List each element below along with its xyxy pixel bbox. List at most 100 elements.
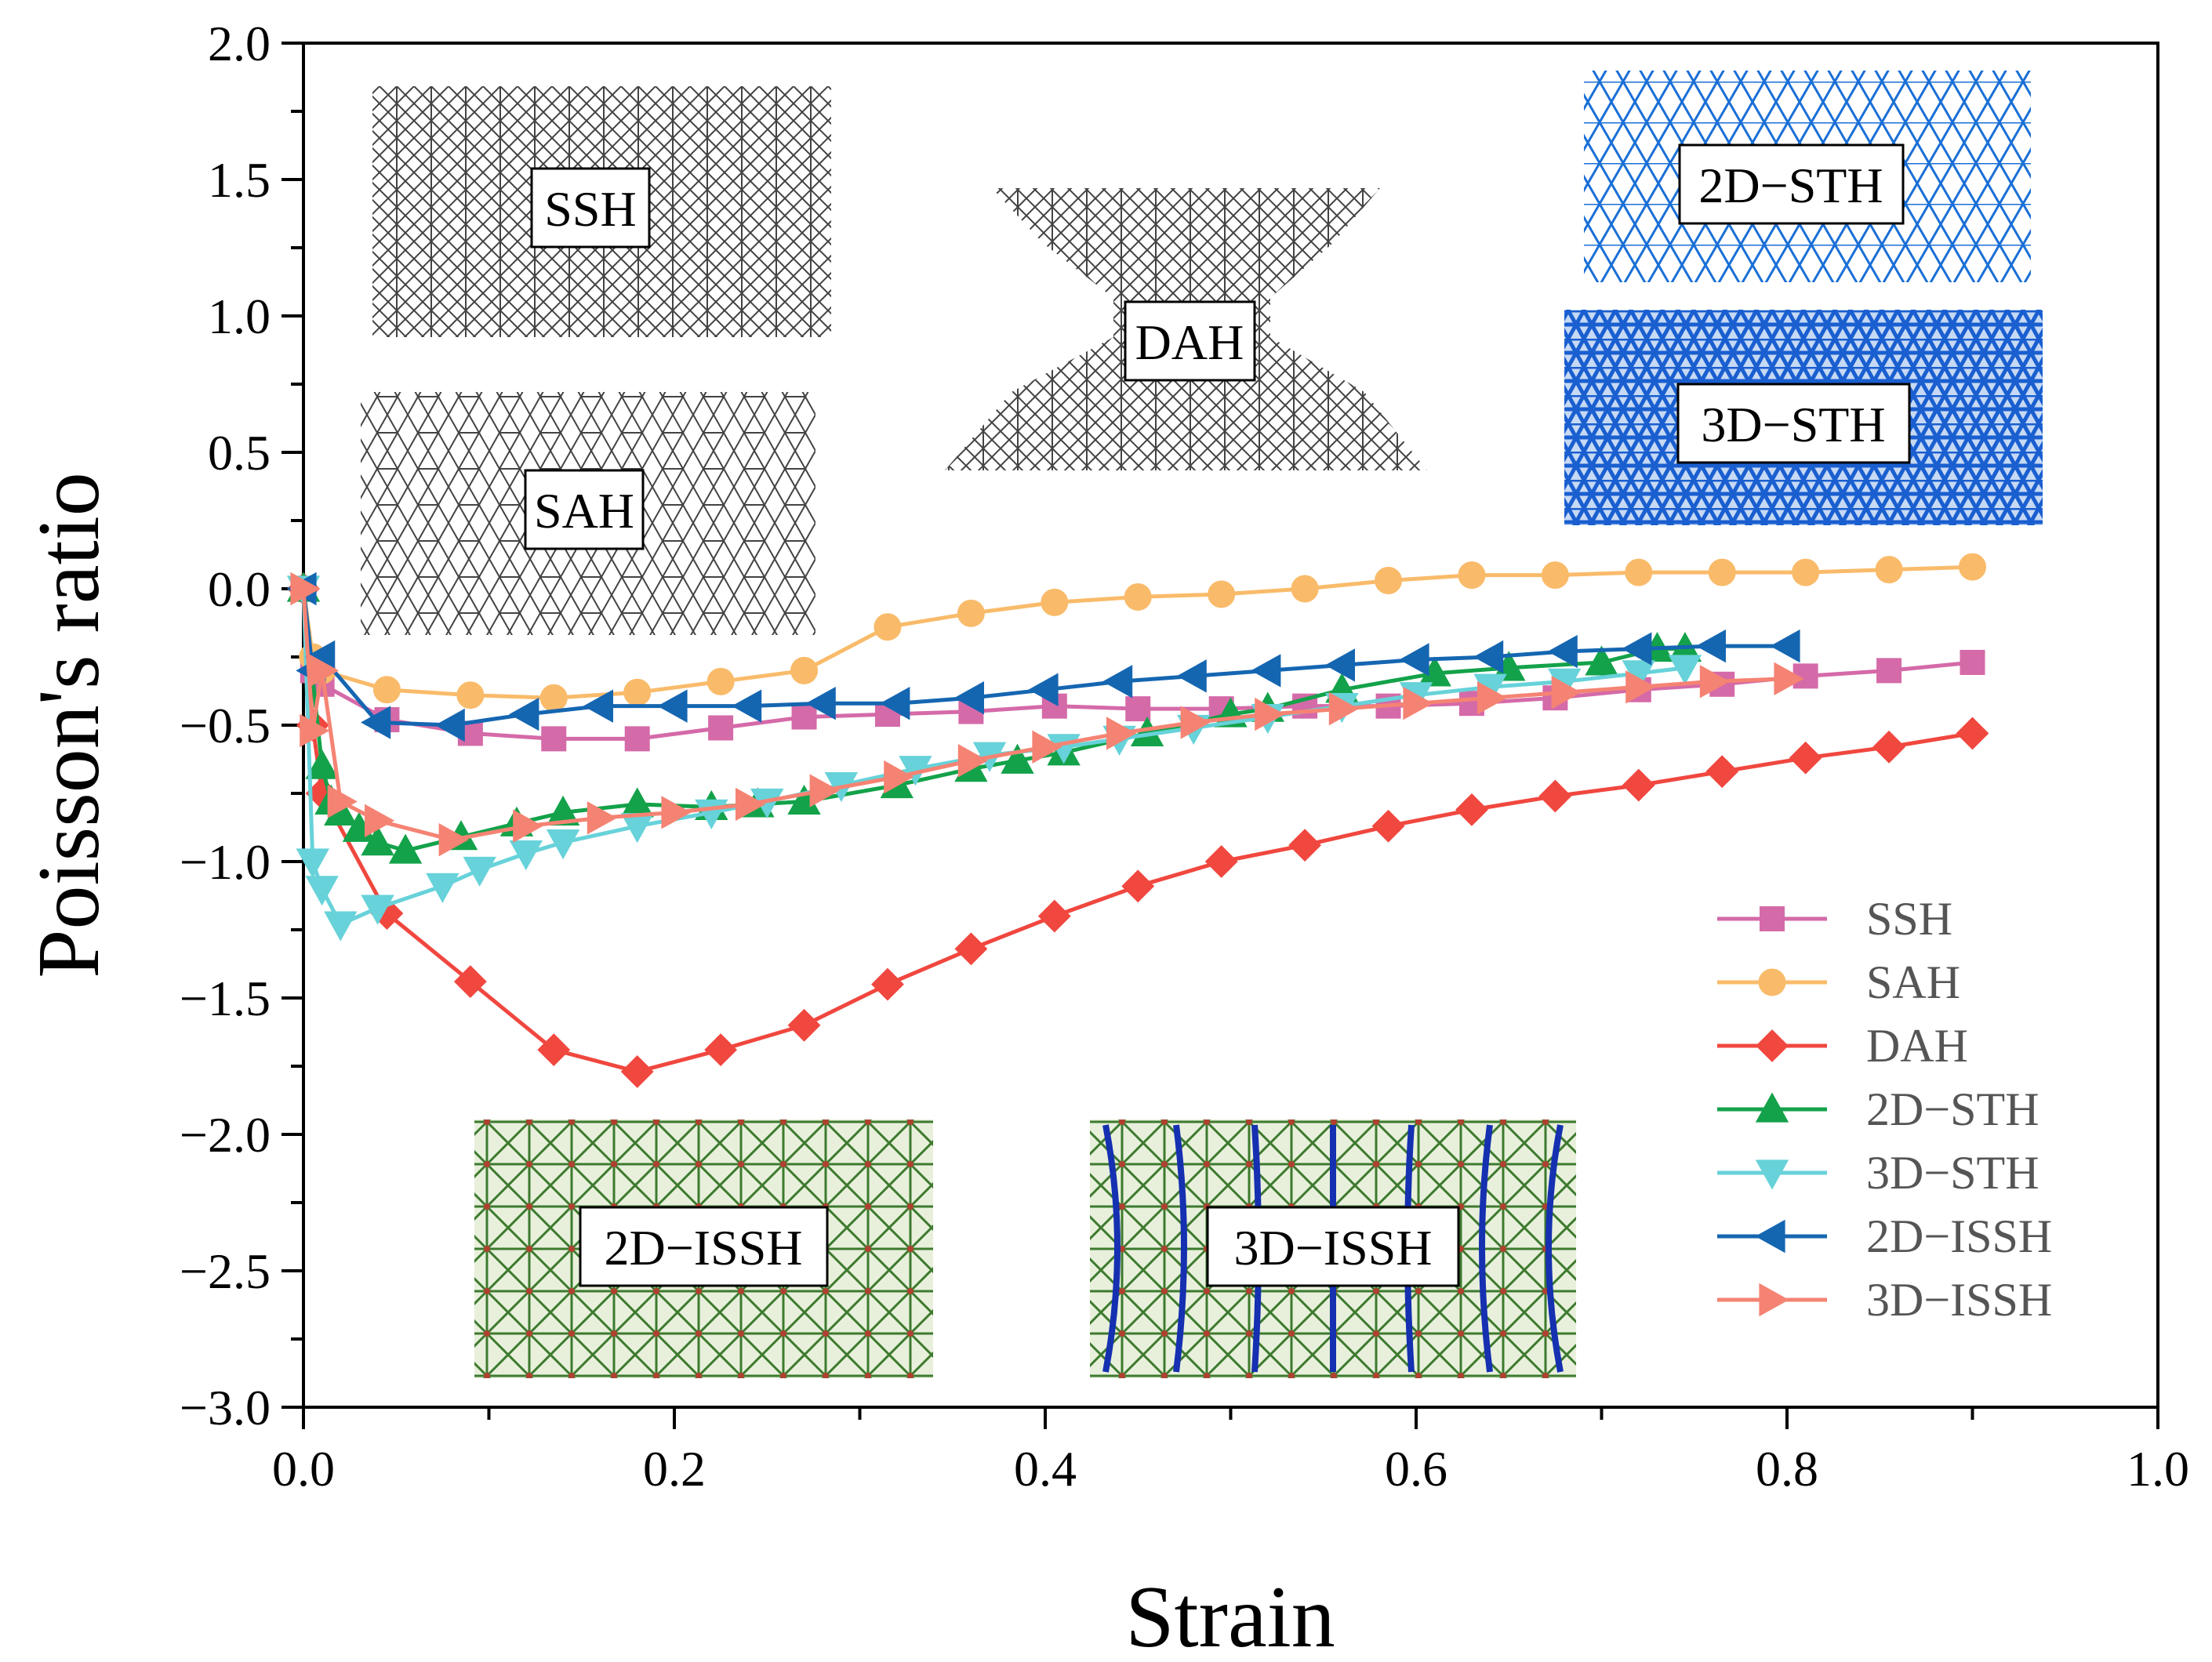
data-point <box>327 785 358 818</box>
inset-2d-sth: 2D−STH <box>1584 71 2031 282</box>
data-point <box>1255 697 1285 731</box>
data-point <box>623 678 652 706</box>
legend-marker <box>1755 1159 1789 1190</box>
data-point <box>1032 730 1062 764</box>
data-point <box>1770 629 1800 663</box>
data-point <box>1180 706 1211 739</box>
data-point <box>957 599 985 627</box>
legend-marker <box>1760 906 1785 931</box>
legend: SSH SAH DAH 2D−STH 3D−STH 2D−ISSH 3D−ISSH <box>1717 893 2052 1326</box>
data-point <box>309 654 340 688</box>
inset-3d-issh: 3D−ISSH <box>1090 1119 1576 1378</box>
data-point <box>361 895 394 925</box>
data-point <box>791 704 817 730</box>
data-point <box>953 681 984 715</box>
data-point <box>305 749 339 779</box>
legend-label: 3D−ISSH <box>1866 1274 2052 1326</box>
data-point <box>809 774 840 807</box>
data-point <box>587 801 617 835</box>
data-point <box>1371 809 1405 843</box>
legend-label: 3D−STH <box>1866 1147 2039 1199</box>
legend-label: SSH <box>1866 893 1952 945</box>
y-tick-label: −2.5 <box>180 1243 271 1299</box>
data-point <box>537 1033 571 1067</box>
data-point <box>1455 793 1488 826</box>
inset-2d-sth-label: 2D−STH <box>1698 158 1883 213</box>
inset-3d-sth-label: 3D−STH <box>1701 397 1885 452</box>
data-point <box>426 873 459 903</box>
data-point <box>365 804 395 837</box>
legend-marker <box>1755 1219 1785 1254</box>
data-point <box>453 965 487 999</box>
inset-sah-label: SAH <box>534 483 634 539</box>
data-point <box>657 689 688 723</box>
data-point <box>509 697 539 731</box>
data-point <box>300 713 330 748</box>
data-point <box>546 795 580 826</box>
data-point <box>1547 634 1578 669</box>
data-point <box>1960 649 1985 675</box>
data-point <box>539 684 568 712</box>
data-point <box>434 708 465 742</box>
data-point <box>1001 743 1034 774</box>
data-point <box>1328 691 1359 726</box>
data-point <box>1324 648 1355 682</box>
data-point <box>541 726 567 752</box>
inset-3d-sth: 3D−STH <box>1564 310 2043 525</box>
data-point <box>1477 681 1508 715</box>
data-point <box>1208 580 1236 608</box>
inset-2d-issh-label: 2D−ISSH <box>604 1220 802 1276</box>
inset-dah-label: DAH <box>1135 314 1244 370</box>
data-point <box>1622 768 1655 802</box>
x-tick-label: 0.6 <box>1385 1441 1447 1497</box>
data-point <box>1121 869 1155 903</box>
data-point <box>1625 558 1653 586</box>
legend-label: DAH <box>1866 1020 1968 1072</box>
data-point <box>1204 845 1238 878</box>
legend-label: 2D−ISSH <box>1866 1210 2052 1262</box>
y-tick-label: −0.5 <box>180 698 271 753</box>
inset-3d-sth-label-box <box>1676 383 1911 464</box>
legend-item: DAH <box>1717 1020 1968 1072</box>
inset-sah: SAH <box>361 392 815 635</box>
data-point <box>1792 558 1820 586</box>
data-point <box>1585 645 1618 676</box>
y-tick-label: 0.0 <box>208 561 271 617</box>
data-point <box>1375 567 1403 595</box>
x-tick-label: 0.8 <box>1756 1441 1818 1497</box>
x-tick-label: 0.4 <box>1014 1441 1077 1497</box>
inset-ssh-label: SSH <box>544 181 636 237</box>
data-point <box>1959 553 1986 581</box>
legend-item: SAH <box>1717 956 1960 1008</box>
data-point <box>1124 582 1152 611</box>
data-point <box>708 715 734 741</box>
legend-item: 2D−STH <box>1717 1083 2039 1135</box>
data-point <box>1708 558 1736 586</box>
legend-marker <box>1758 968 1786 996</box>
data-point <box>1458 561 1486 590</box>
data-point <box>1956 717 1989 750</box>
y-tick-label: 1.0 <box>208 288 271 344</box>
data-point <box>957 744 988 778</box>
data-point <box>1668 655 1702 685</box>
y-tick-label: −1.5 <box>180 971 271 1026</box>
data-point <box>805 686 836 720</box>
inset-dah: DAH <box>945 188 1427 470</box>
inset-ssh: SSH <box>372 86 831 337</box>
y-tick-label: 2.0 <box>208 16 271 71</box>
legend-marker <box>1759 1283 1789 1317</box>
data-point <box>874 613 902 641</box>
data-point <box>624 726 650 752</box>
data-point <box>661 796 692 829</box>
y-axis-title: Poisson's ratio <box>20 472 118 978</box>
data-point <box>884 760 914 794</box>
data-point <box>1251 654 1281 688</box>
legend-marker <box>1756 1029 1789 1062</box>
data-point <box>736 787 766 822</box>
inset-ssh-label-box <box>530 167 651 249</box>
data-point <box>1288 829 1322 862</box>
data-point <box>1291 575 1319 603</box>
y-tick-label: −1.0 <box>180 834 271 890</box>
data-point <box>1541 561 1569 590</box>
